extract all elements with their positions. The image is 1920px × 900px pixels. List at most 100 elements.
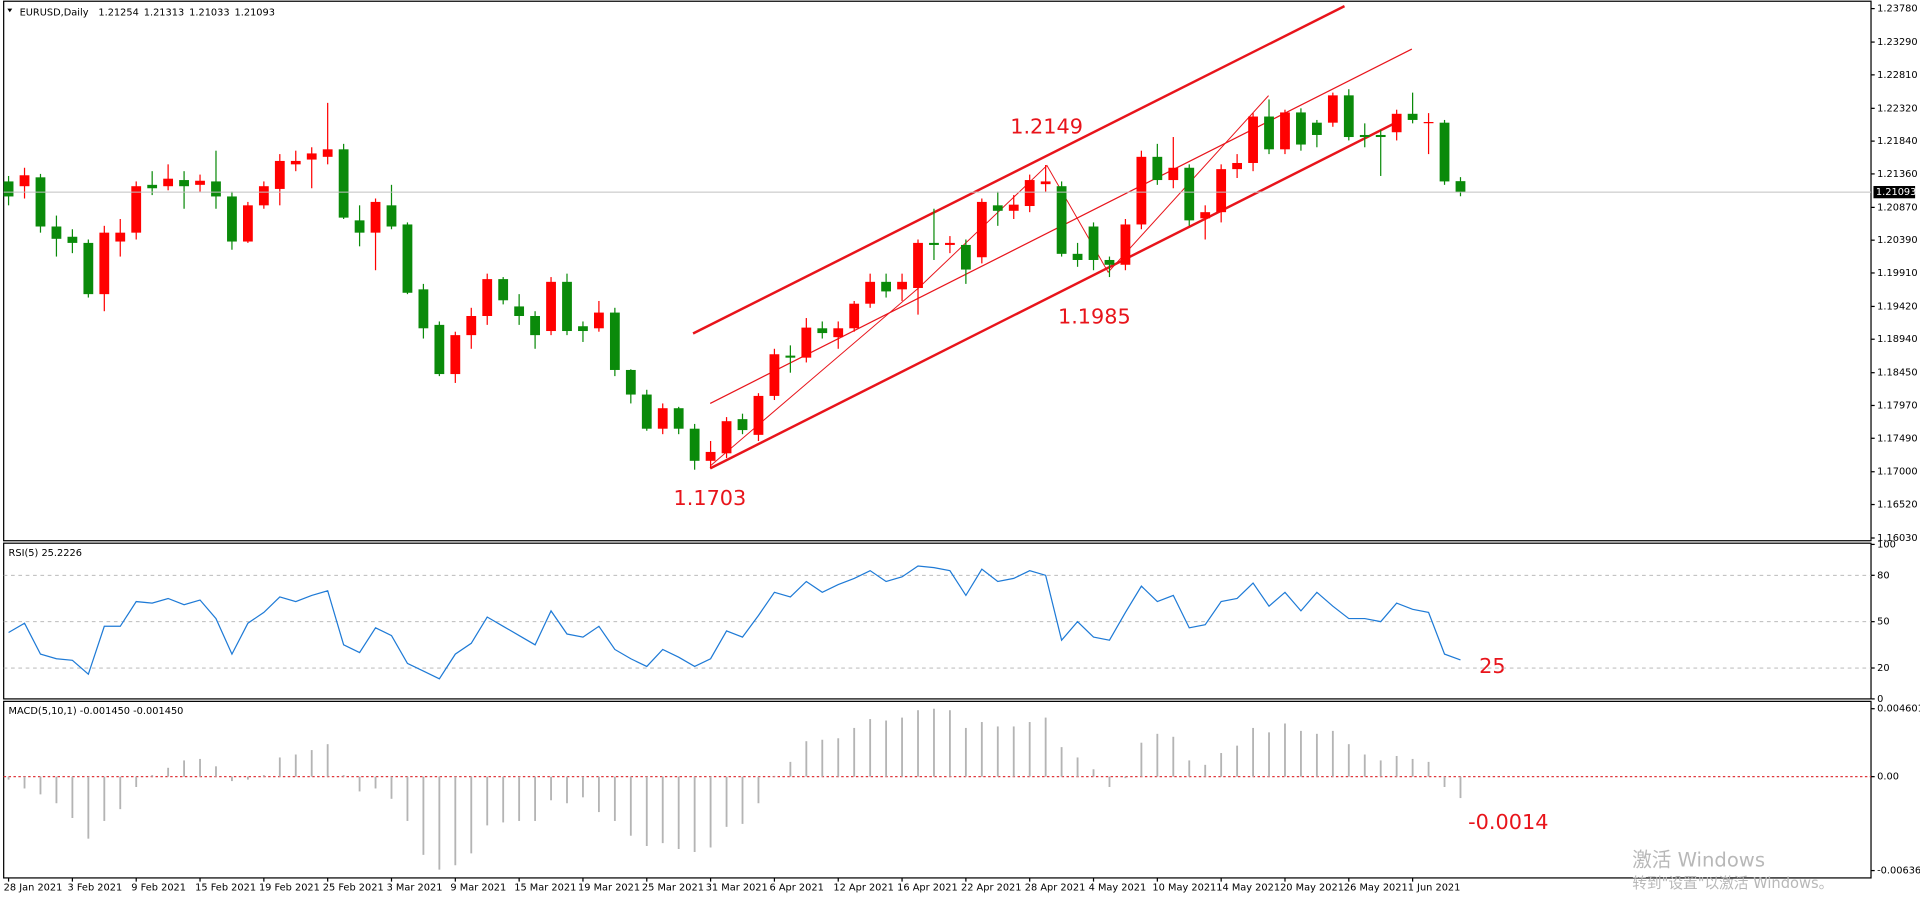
candle-body <box>673 408 684 429</box>
annotation: 1.1985 <box>1058 305 1131 329</box>
y-tick-label: 1.22810 <box>1877 70 1917 81</box>
y-tick-label: 1.23290 <box>1877 37 1917 48</box>
candle-body <box>721 421 732 454</box>
candle-body <box>992 205 1003 211</box>
candle-body <box>1072 253 1083 260</box>
candle-body <box>163 178 174 187</box>
ohlc-open: 1.21254 <box>98 7 138 18</box>
candle-body <box>115 232 126 242</box>
macd-title: MACD(5,10,1) -0.001450 -0.001450 <box>9 706 184 717</box>
x-tick-label: 28 Jan 2021 <box>4 883 63 894</box>
candle-body <box>1311 122 1322 135</box>
candle-body <box>1327 95 1338 123</box>
x-tick-label: 12 Apr 2021 <box>833 883 894 894</box>
x-tick-label: 28 Apr 2021 <box>1025 883 1086 894</box>
candle-body <box>498 279 509 301</box>
x-tick-label: 1 Jun 2021 <box>1408 883 1461 894</box>
watermark-subtitle: 转到"设置"以激活 Windows。 <box>1632 875 1833 892</box>
candle-body <box>976 201 987 258</box>
candle-body <box>354 220 365 233</box>
macd-pane <box>3 700 1872 879</box>
candle-body <box>960 244 971 270</box>
x-tick-label: 25 Feb 2021 <box>323 883 384 894</box>
candle-body <box>195 180 205 185</box>
x-tick-label: 9 Feb 2021 <box>131 883 186 894</box>
y-tick-label: 1.20870 <box>1877 202 1917 213</box>
candle-body <box>482 279 493 316</box>
annotation: 1.2149 <box>1010 115 1083 139</box>
candle-body <box>817 328 828 334</box>
x-tick-label: 31 Mar 2021 <box>706 883 768 894</box>
y-tick-label: 1.18940 <box>1877 334 1917 345</box>
y-tick-label: 1.17490 <box>1877 433 1917 444</box>
candle-body <box>19 175 30 187</box>
ohlc-high: 1.21313 <box>144 7 184 18</box>
x-tick-label: 6 Apr 2021 <box>770 883 824 894</box>
y-tick-label: 1.21360 <box>1877 169 1917 180</box>
candle-body <box>1200 212 1211 219</box>
candle-body <box>1216 169 1227 213</box>
x-tick-label: 3 Feb 2021 <box>67 883 122 894</box>
chart-title: EURUSD,Daily 1.21254 1.21313 1.21033 1.21093 <box>20 7 275 18</box>
candle-body <box>1423 121 1434 124</box>
x-tick-label: 4 May 2021 <box>1089 883 1147 894</box>
candle-body <box>1184 167 1195 221</box>
candle-body <box>258 186 269 206</box>
candle-body <box>1056 186 1067 254</box>
candle-body <box>1152 156 1163 181</box>
drawings <box>692 5 1413 470</box>
candle-body <box>1040 181 1051 185</box>
y-tick-label: 1.19420 <box>1877 301 1917 312</box>
candle-body <box>785 355 796 358</box>
y-tick-label: 1.16030 <box>1877 533 1917 544</box>
candle-body <box>514 306 525 316</box>
y-tick-label: 0.004601 <box>1877 704 1920 715</box>
rsi-title: RSI(5) 25.2226 <box>9 548 82 559</box>
y-tick-label: -0.006361 <box>1877 866 1920 877</box>
candle-body <box>689 428 700 461</box>
candle-body <box>274 160 285 189</box>
y-tick-label: 1.23780 <box>1877 4 1917 15</box>
candle-body <box>179 180 189 187</box>
y-tick-label: 100 <box>1877 539 1896 550</box>
candle-body <box>913 242 923 288</box>
candle-body <box>35 177 46 227</box>
candle-body <box>881 281 891 292</box>
y-tick-label: 1.19910 <box>1877 268 1917 279</box>
annotation: 1.1703 <box>673 486 746 510</box>
symbol: EURUSD,Daily <box>20 7 89 18</box>
candle-body <box>1439 122 1450 182</box>
price-label: 1.21093 <box>1876 187 1916 198</box>
candle-body <box>1104 259 1115 265</box>
candle-body <box>897 281 907 290</box>
price-label-box <box>1873 186 1916 199</box>
candle-body <box>131 186 142 233</box>
y-tick-label: 1.16520 <box>1877 500 1917 511</box>
x-tick-label: 20 May 2021 <box>1280 883 1344 894</box>
candle-body <box>865 281 876 304</box>
candle-body <box>929 242 939 245</box>
candle-body <box>1343 95 1354 138</box>
x-tick-label: 25 Mar 2021 <box>642 883 704 894</box>
candle-body <box>737 419 748 431</box>
candle-body <box>1391 113 1402 133</box>
candle-body <box>83 242 94 295</box>
candle-body <box>594 312 604 329</box>
candle-body <box>1248 116 1258 163</box>
y-tick-label: 1.18450 <box>1877 368 1917 379</box>
candle-body <box>1024 180 1035 207</box>
candle-body <box>3 181 14 197</box>
candle-body <box>801 327 812 358</box>
candle-body <box>1136 156 1147 225</box>
candle-body <box>1264 116 1274 150</box>
candle-body <box>609 312 620 370</box>
candle-body <box>243 205 253 242</box>
candle-body <box>99 232 110 295</box>
candle-body <box>562 281 572 332</box>
candle-body <box>402 224 413 293</box>
candle-body <box>338 149 349 218</box>
x-tick-label: 22 Apr 2021 <box>961 883 1022 894</box>
candle-body <box>705 451 716 461</box>
y-tick-label: 50 <box>1877 617 1889 628</box>
